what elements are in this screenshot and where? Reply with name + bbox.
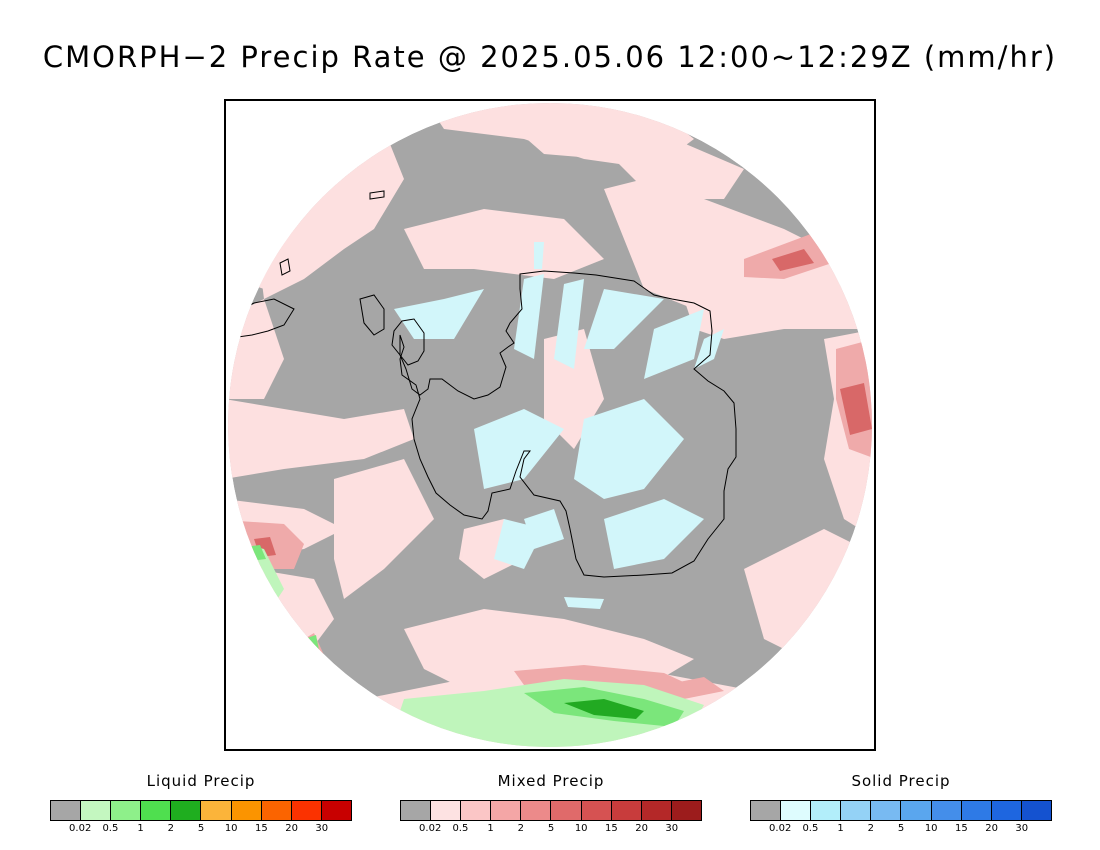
legend-solid-precip: Solid Precip 0.02 0.5 1 2 5 10 15 20 30 — [750, 772, 1052, 838]
legend-tick-label: 10 — [924, 823, 938, 834]
legend-tick-label: 30 — [1015, 823, 1029, 834]
legend-swatch — [401, 801, 432, 820]
legend-swatch — [1021, 801, 1051, 820]
legend-tick-label: 15 — [955, 823, 968, 834]
legend-swatch — [581, 801, 612, 820]
legend-tick-label: 2 — [867, 823, 874, 834]
legend-swatch — [111, 801, 142, 820]
legend-swatch — [551, 801, 582, 820]
legend-swatch — [671, 801, 701, 820]
legend-tick-label: 30 — [315, 823, 329, 834]
legend-swatch — [871, 801, 902, 820]
legend-swatch — [201, 801, 232, 820]
legend-tick-label: 0.02 — [419, 823, 442, 834]
chart-title: CMORPH−2 Precip Rate @ 2025.05.06 12:00~… — [42, 40, 1058, 74]
legend-swatch — [751, 801, 782, 820]
legend-swatch — [141, 801, 172, 820]
polar-precip-map — [224, 99, 876, 751]
legend-tick-label: 20 — [285, 823, 298, 834]
legend-tick-label: 0.5 — [452, 823, 469, 834]
legend-colorbar — [50, 800, 352, 821]
legend-swatch — [611, 801, 642, 820]
legend-swatch — [231, 801, 262, 820]
legend-swatch — [291, 801, 322, 820]
legend-swatch — [991, 801, 1022, 820]
legend-tick-label: 0.5 — [802, 823, 819, 834]
liquid-precip-heavy-areas — [564, 699, 644, 719]
legend-swatch — [51, 801, 82, 820]
island-2 — [369, 190, 385, 200]
legend-tick-label: 2 — [517, 823, 524, 834]
antarctica-coastline — [399, 270, 737, 578]
legend-tick-label: 1 — [837, 823, 844, 834]
legend-title: Solid Precip — [851, 772, 951, 790]
legend-tick-label: 10 — [574, 823, 588, 834]
legend-tick-label: 5 — [547, 823, 555, 834]
legend-tick-label: 1 — [137, 823, 144, 834]
legend-tick-label: 1 — [487, 823, 494, 834]
solid-precip-light-areas — [394, 242, 724, 609]
antarctic-peninsula-coastline — [391, 318, 425, 366]
legend-tick-label: 15 — [255, 823, 268, 834]
legend-swatch — [171, 801, 202, 820]
legend-tick-label: 0.5 — [102, 823, 119, 834]
legend-tick-label: 20 — [985, 823, 998, 834]
legend-title: Liquid Precip — [146, 772, 256, 790]
legend-ticks: 0.02 0.5 1 2 5 10 15 20 30 — [50, 823, 352, 837]
southern-africa-coast — [359, 294, 385, 336]
legend-swatch — [521, 801, 552, 820]
legend-swatch — [781, 801, 812, 820]
legend-swatch — [81, 801, 112, 820]
legend-swatch — [901, 801, 932, 820]
legend-swatch — [491, 801, 522, 820]
legend-swatch — [961, 801, 992, 820]
legend-ticks: 0.02 0.5 1 2 5 10 15 20 30 — [750, 823, 1052, 837]
legend-swatch — [841, 801, 872, 820]
legend-tick-label: 0.02 — [769, 823, 792, 834]
legend-tick-label: 5 — [897, 823, 905, 834]
legend-colorbar — [750, 800, 1052, 821]
legend-tick-label: 20 — [635, 823, 648, 834]
legend-tick-label: 30 — [665, 823, 679, 834]
mixed-precip-heavy-areas — [254, 249, 872, 557]
legend-swatch — [431, 801, 462, 820]
map-frame-border — [224, 99, 876, 751]
legend-swatch — [321, 801, 351, 820]
legend-colorbar — [400, 800, 702, 821]
legend-tick-label: 5 — [197, 823, 205, 834]
legend-swatch — [461, 801, 492, 820]
legend-tick-label: 10 — [224, 823, 238, 834]
legend-swatch — [641, 801, 672, 820]
island-1 — [279, 258, 291, 276]
legend-tick-label: 2 — [167, 823, 174, 834]
legend-mixed-precip: Mixed Precip 0.02 0.5 1 2 5 10 15 20 30 — [400, 772, 702, 838]
legend-tick-label: 15 — [605, 823, 618, 834]
legend-swatch — [811, 801, 842, 820]
legend-swatch — [261, 801, 292, 820]
legend-liquid-precip: Liquid Precip 0.02 0.5 1 2 5 10 15 20 30 — [50, 772, 352, 838]
legend-title: Mixed Precip — [497, 772, 605, 790]
legend-tick-label: 0.02 — [69, 823, 92, 834]
legend-swatch — [931, 801, 962, 820]
legend-ticks: 0.02 0.5 1 2 5 10 15 20 30 — [400, 823, 702, 837]
